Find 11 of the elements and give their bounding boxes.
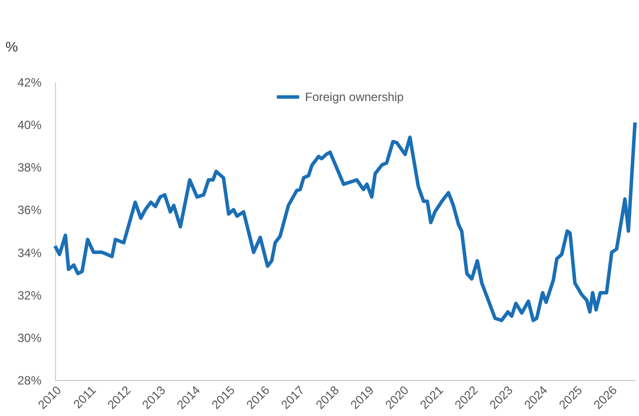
y-tick-label: 42% xyxy=(17,76,42,90)
y-tick-label: 30% xyxy=(17,330,42,345)
y-tick-label: 38% xyxy=(17,160,42,175)
y-tick-label: 32% xyxy=(17,288,42,302)
line-series xyxy=(53,120,637,322)
y-tick-label: 40% xyxy=(17,118,42,132)
y-tick-label: 36% xyxy=(17,203,42,218)
y-tick-label: 34% xyxy=(17,246,42,260)
legend-label: Foreign ownership xyxy=(305,90,404,104)
y-tick-label: 28% xyxy=(17,374,42,388)
y-axis-title: % xyxy=(6,38,18,54)
